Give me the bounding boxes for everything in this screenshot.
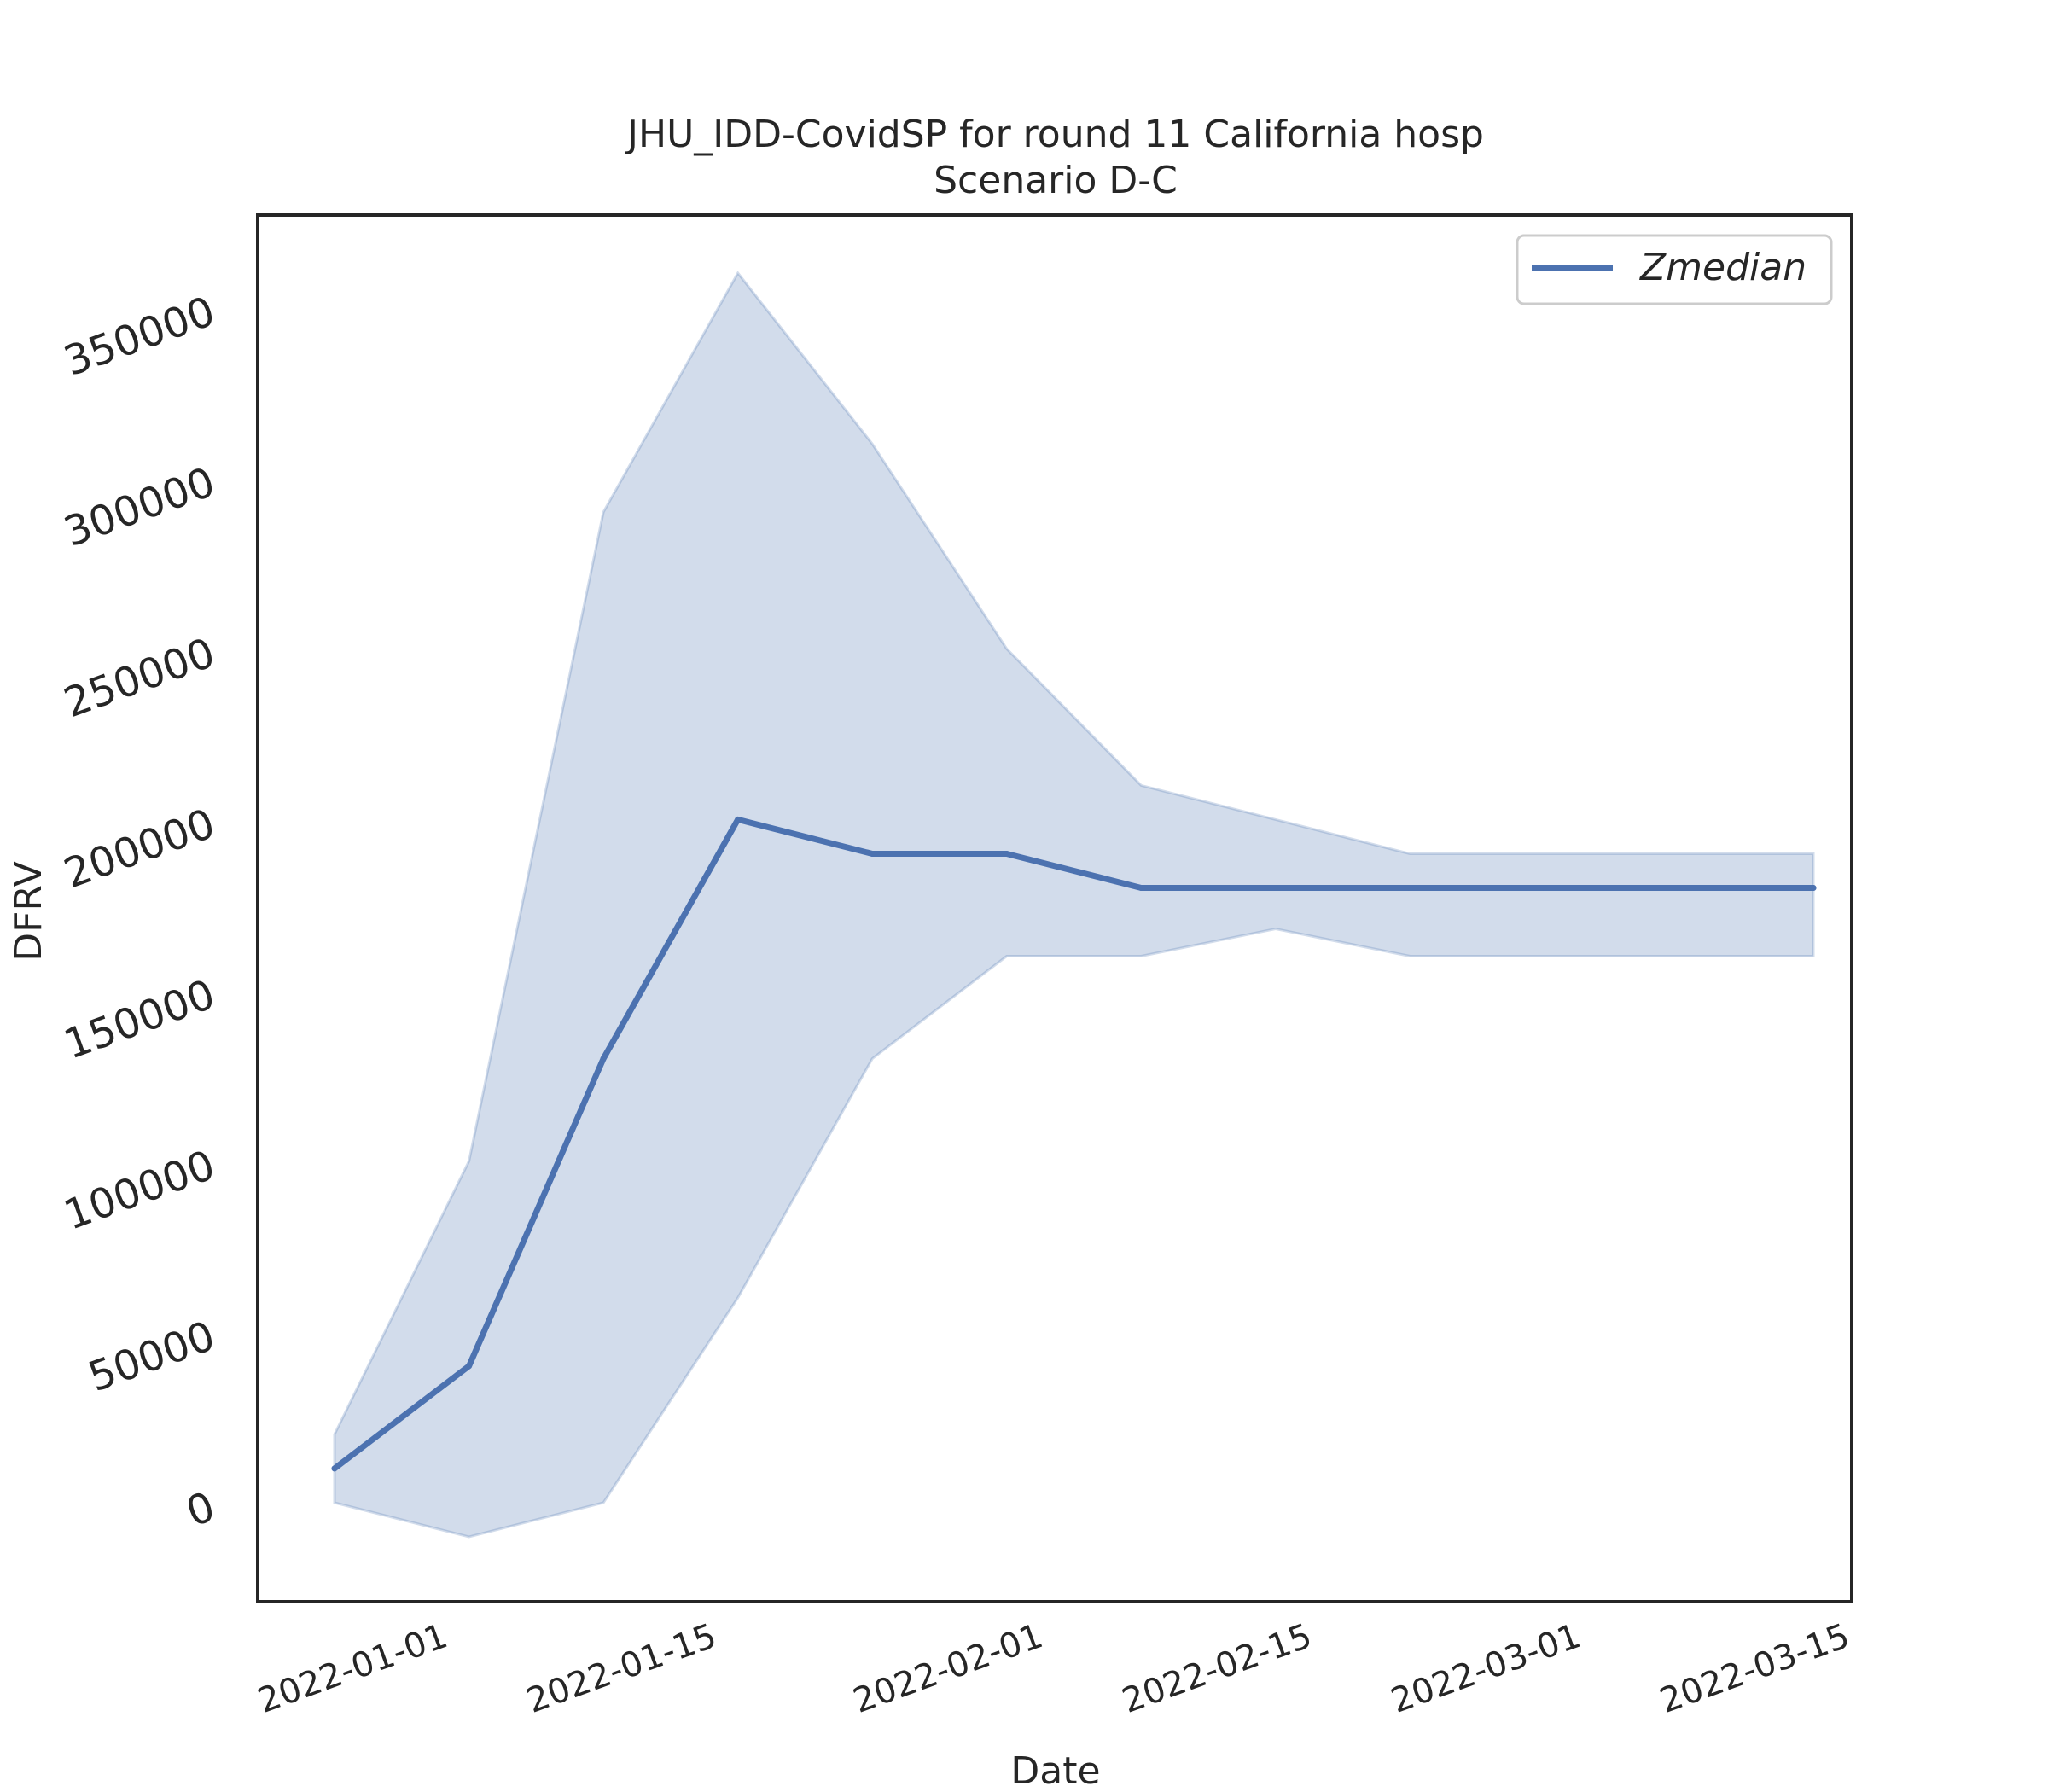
data-point [1541, 885, 1548, 891]
data-point [1272, 885, 1279, 891]
confidence-band [333, 271, 1815, 1539]
data-point [331, 1465, 338, 1472]
x-axis-ticks: 2022-01-01 2022-01-15 2022-02-01 2022-02-15… [253, 1616, 1854, 1721]
data-point [735, 816, 742, 823]
legend-box [1516, 234, 1833, 305]
y-tick-label: 50000 [82, 1312, 221, 1401]
plot-area [331, 271, 1817, 1539]
data-point [1675, 885, 1682, 891]
x-tick-label: 2022-03-15 [1655, 1616, 1854, 1721]
y-axis-ticks: 0 50000 100000 150000 200000 250000 300000 3500… [58, 288, 221, 1537]
y-tick-label: 150000 [58, 970, 221, 1068]
data-point [1137, 885, 1144, 891]
plot-frame [256, 213, 1853, 1603]
x-tick-label: 2022-01-01 [253, 1616, 452, 1721]
y-tick-label: 350000 [58, 288, 221, 386]
data-point [466, 1363, 473, 1370]
data-point [1810, 885, 1817, 891]
x-tick-label: 2022-02-01 [848, 1616, 1048, 1721]
x-tick-label: 2022-02-15 [1117, 1616, 1317, 1721]
x-axis-label: Date [1010, 1749, 1100, 1792]
chart-title: JHU_IDD-CovidSP for round 11 California … [625, 113, 1484, 156]
series-line-zmedian [331, 816, 1817, 1472]
x-tick-label: 2022-03-01 [1386, 1616, 1585, 1721]
data-point [600, 1056, 607, 1062]
y-tick-label: 100000 [58, 1141, 221, 1239]
data-point [869, 851, 876, 857]
legend: Zmedian [1516, 234, 1833, 305]
chart-subtitle: Scenario D-C [934, 159, 1178, 202]
data-point [1004, 851, 1010, 857]
legend-label-zmedian: Zmedian [1639, 246, 1807, 289]
y-tick-label: 250000 [58, 629, 221, 727]
y-tick-label: 300000 [58, 458, 221, 556]
y-tick-label: 200000 [58, 800, 221, 898]
y-axis-label: DFRV [7, 861, 50, 961]
x-tick-label: 2022-01-15 [521, 1616, 721, 1721]
y-tick-label: 0 [180, 1483, 221, 1537]
data-point [1406, 885, 1413, 891]
